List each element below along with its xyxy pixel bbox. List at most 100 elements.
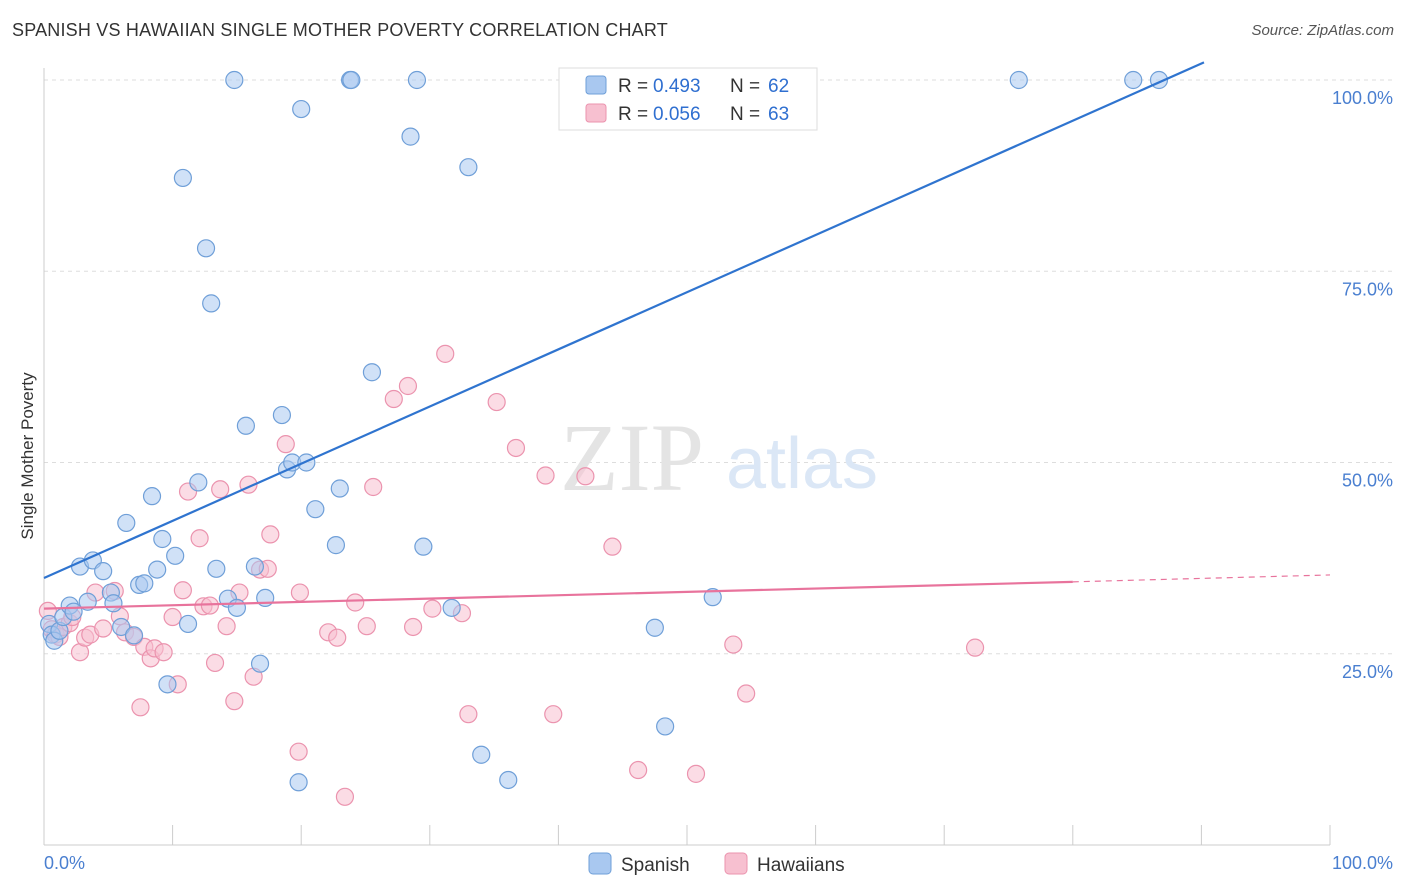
hawaiians-point-58	[576, 467, 595, 486]
y-axis-label: Single Mother Poverty	[18, 372, 37, 540]
spanish-point-31	[227, 598, 246, 617]
spanish-point-44	[330, 479, 349, 498]
spanish-point-51	[442, 598, 461, 617]
hawaiians-point-27	[200, 596, 219, 615]
chart-title: SPANISH VS HAWAIIAN SINGLE MOTHER POVERT…	[12, 20, 668, 40]
legend-label-hawaiians[interactable]: Hawaiians	[757, 855, 845, 876]
stats-n-value-spanish: 62	[768, 76, 789, 97]
spanish-point-30	[225, 70, 244, 90]
spanish-trendline	[43, 61, 1205, 580]
spanish-point-15	[124, 626, 144, 645]
legend-swatch-hawaiians[interactable]	[724, 852, 748, 875]
watermark-atlas: atlas	[726, 424, 878, 504]
spanish-point-43	[326, 536, 346, 555]
hawaiians-point-42	[328, 628, 347, 647]
spanish-point-24	[178, 614, 198, 634]
hawaiians-point-28	[205, 653, 225, 673]
spanish-point-12	[104, 594, 123, 613]
spanish-point-47	[362, 363, 382, 382]
spanish-point-8	[78, 592, 97, 611]
hawaiians-point-48	[398, 376, 418, 396]
hawaiians-point-45	[357, 617, 376, 636]
stats-n-value-hawaiians: 63	[768, 104, 789, 125]
spanish-point-56	[645, 618, 664, 637]
spanish-point-23	[173, 168, 192, 188]
y-tick-label-25: 25.0%	[1342, 662, 1393, 682]
hawaiians-trendline-extension	[1072, 574, 1331, 583]
hawaiians-point-47	[384, 389, 403, 409]
bottom-legend: Spanish Hawaiians	[588, 852, 845, 876]
hawaiians-point-55	[506, 438, 526, 458]
hawaiians-point-46	[364, 477, 383, 497]
hawaiians-point-59	[603, 537, 622, 556]
y-tick-label-50: 50.0%	[1342, 471, 1393, 491]
hawaiians-point-50	[423, 599, 442, 618]
hawaiians-point-21	[163, 607, 182, 627]
hawaiians-point-30	[217, 617, 236, 636]
y-tick-label-75: 75.0%	[1342, 279, 1393, 299]
stats-legend: R = 0.493 N = 62 R = 0.056 N = 63	[558, 67, 818, 131]
spanish-point-42	[306, 500, 325, 519]
hawaiians-point-16	[131, 698, 150, 717]
hawaiians-point-43	[335, 787, 355, 806]
hawaiians-point-53	[459, 705, 478, 724]
stats-legend-swatch-spanish	[585, 75, 607, 95]
legend-swatch-spanish[interactable]	[588, 852, 612, 875]
hawaiians-point-49	[403, 617, 423, 637]
hawaiians-point-60	[629, 760, 648, 780]
axes	[43, 68, 1331, 846]
spanish-point-34	[250, 654, 270, 673]
spanish-point-36	[272, 405, 292, 425]
series-spanish-points	[40, 70, 1169, 792]
spanish-point-25	[189, 473, 208, 492]
hawaiians-point-63	[737, 684, 756, 703]
hawaiians-point-40	[290, 583, 310, 602]
spanish-point-14	[117, 513, 136, 533]
spanish-point-58	[703, 588, 722, 607]
spanish-point-52	[459, 158, 478, 177]
stats-legend-swatch-hawaiians	[585, 103, 607, 123]
hawaiians-point-20	[154, 643, 173, 662]
spanish-point-48	[401, 127, 420, 146]
y-tick-label-100: 100.0%	[1332, 88, 1393, 108]
hawaiians-point-23	[173, 581, 192, 600]
stats-n-label-hawaiians: N =	[730, 104, 765, 125]
spanish-point-46	[342, 70, 361, 90]
stats-r-label-hawaiians: R =	[618, 104, 653, 125]
spanish-point-54	[499, 770, 518, 790]
y-tick-labels: 25.0% 50.0% 75.0% 100.0%	[1332, 88, 1393, 682]
x-tick-label-right: 100.0%	[1332, 853, 1393, 873]
spanish-point-53	[472, 745, 491, 764]
spanish-point-10	[94, 562, 113, 581]
spanish-point-28	[207, 559, 226, 578]
hawaiians-point-11	[94, 619, 113, 638]
source-label: Source: ZipAtlas.com	[1251, 22, 1394, 39]
watermark-zip: ZIP	[560, 404, 704, 511]
trendlines	[43, 61, 1331, 610]
spanish-point-27	[202, 294, 221, 313]
stats-n-label-spanish: N =	[730, 76, 765, 97]
series-hawaiians-points	[38, 344, 985, 806]
spanish-point-26	[196, 239, 216, 258]
hawaiians-point-57	[544, 705, 563, 724]
spanish-point-60	[1124, 70, 1143, 90]
spanish-point-19	[148, 560, 167, 579]
spanish-point-57	[656, 717, 675, 736]
spanish-point-20	[153, 529, 172, 549]
watermark: ZIP atlas	[560, 404, 878, 511]
hawaiians-trendline	[43, 580, 1073, 610]
spanish-point-13	[112, 617, 131, 637]
stats-r-label-spanish: R =	[618, 76, 653, 97]
stats-r-value-hawaiians: 0.056	[653, 104, 701, 125]
hawaiians-point-61	[686, 764, 706, 783]
stats-r-value-spanish: 0.493	[653, 76, 701, 97]
legend-label-spanish[interactable]: Spanish	[621, 855, 690, 876]
hawaiians-point-64	[965, 638, 985, 657]
hawaiians-point-54	[487, 392, 506, 412]
hawaiians-point-39	[289, 742, 308, 761]
hawaiians-point-51	[436, 344, 455, 363]
hawaiians-point-62	[724, 635, 743, 654]
spanish-point-17	[135, 574, 154, 593]
spanish-point-49	[407, 70, 427, 90]
